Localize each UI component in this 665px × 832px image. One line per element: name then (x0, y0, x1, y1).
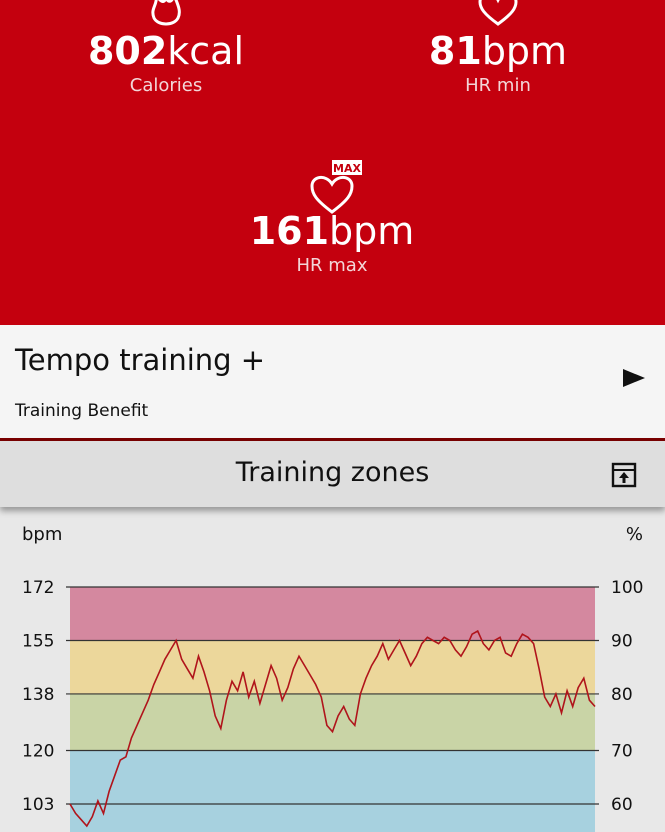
hr-max-value: 161bpm (249, 209, 415, 253)
left-tick-label: 120 (22, 742, 54, 762)
play-icon[interactable] (621, 365, 647, 391)
right-tick-label: 60 (611, 795, 633, 815)
calories-value: 802kcal (87, 29, 245, 73)
left-tick-label: 138 (22, 685, 54, 705)
calories-stat: 802kcal Calories (36, 0, 296, 98)
left-axis-label: bpm (22, 524, 62, 545)
training-zones-chart: 172 155 138 120 103 100 90 80 70 60 bpm % (22, 524, 643, 832)
calories-label: Calories (129, 75, 203, 96)
training-benefit-title: Tempo training + (15, 343, 266, 377)
training-zones-header: Training zones (0, 441, 665, 507)
hr-min-label: HR min (465, 75, 531, 96)
training-benefit-label: Training Benefit (15, 401, 149, 421)
left-tick-label: 172 (22, 578, 54, 598)
summary-panel: 802kcal Calories 81bpm HR min MAX 161bpm… (0, 0, 665, 325)
heart-rate-line (69, 629, 596, 828)
right-tick-label: 70 (611, 742, 633, 762)
right-axis-label: % (626, 524, 643, 545)
hr-max-label: HR max (296, 255, 368, 276)
training-zones-title: Training zones (235, 457, 430, 488)
zone-band (70, 587, 595, 641)
zone-band (70, 693, 595, 751)
hr-min-value: 81bpm (428, 29, 568, 73)
zone-band (70, 750, 595, 832)
training-benefit-row[interactable]: Tempo training + Training Benefit (0, 325, 665, 441)
export-icon[interactable] (611, 462, 637, 488)
max-badge: MAX (333, 162, 361, 175)
heart-icon (368, 0, 628, 28)
flame-icon (36, 0, 296, 28)
right-tick-label: 80 (611, 685, 633, 705)
left-tick-label: 155 (22, 631, 54, 651)
heart-max-icon: MAX (202, 158, 462, 218)
right-tick-label: 90 (611, 631, 633, 651)
hr-min-stat: 81bpm HR min (368, 0, 628, 98)
right-tick-label: 100 (611, 578, 643, 598)
left-tick-label: 103 (22, 795, 54, 815)
hr-max-stat: MAX 161bpm HR max (202, 158, 462, 278)
zone-band (70, 640, 595, 694)
